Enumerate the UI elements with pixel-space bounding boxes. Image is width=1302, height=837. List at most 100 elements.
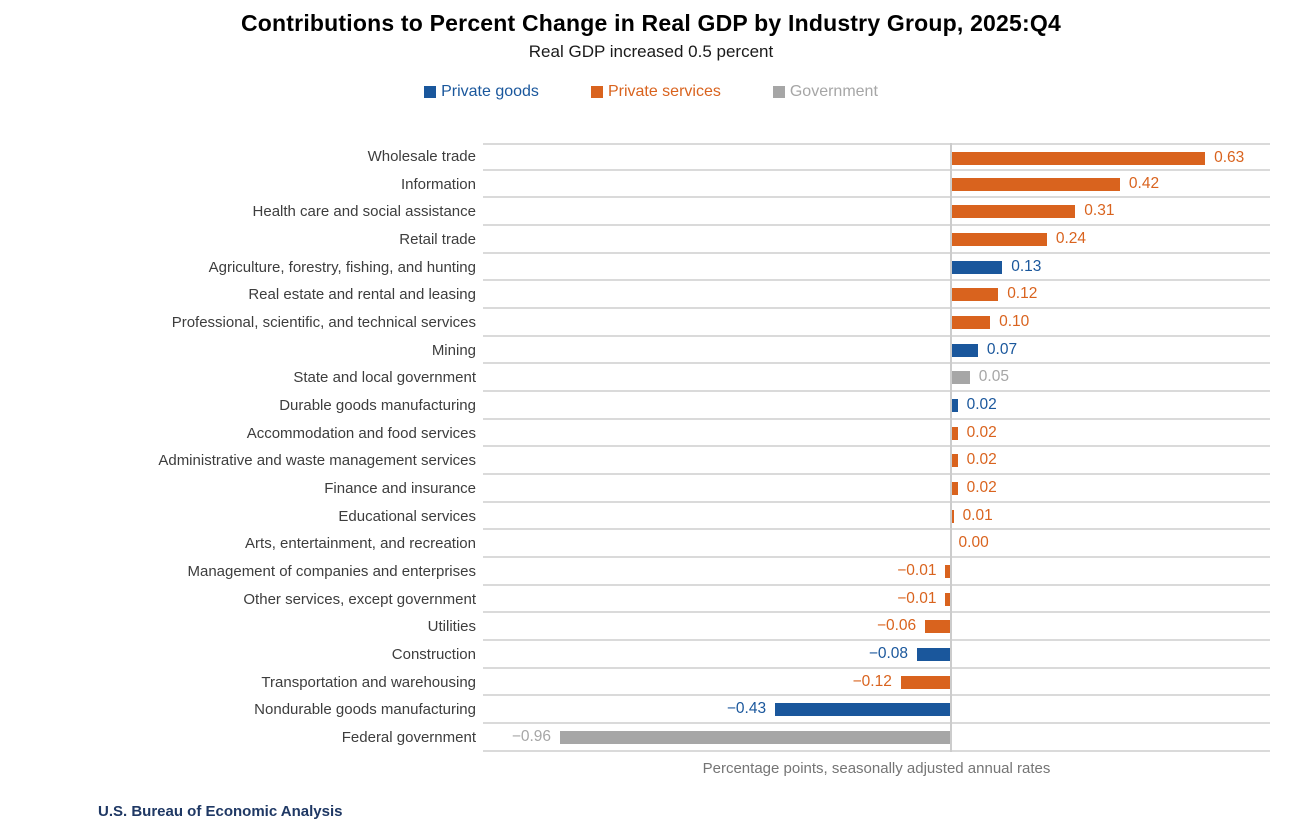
- legend-item-label: Private services: [607, 83, 721, 100]
- table-row: Wholesale trade 0.63: [38, 143, 1270, 171]
- row-plot: −0.43: [483, 696, 1270, 725]
- row-plot: 0.00: [483, 530, 1270, 559]
- table-row: Finance and insurance 0.02: [38, 475, 1270, 503]
- chart-rows: Wholesale trade 0.63 Information 0.42 Health…: [38, 143, 1270, 752]
- bar: [949, 482, 958, 496]
- category-label: Administrative and waste management serv…: [158, 452, 476, 470]
- bar: [949, 371, 970, 385]
- bar: [945, 565, 950, 579]
- bar: [917, 648, 950, 662]
- value-label: 0.63: [1214, 149, 1245, 166]
- row-plot: 0.24: [483, 226, 1270, 254]
- table-row: Agriculture, forestry, fishing, and hunt…: [38, 254, 1270, 282]
- category-label: Arts, entertainment, and recreation: [245, 535, 476, 553]
- category-label: Utilities: [427, 618, 476, 636]
- category-label: Agriculture, forestry, fishing, and hunt…: [208, 258, 476, 276]
- bar: [949, 454, 958, 468]
- bar: [925, 620, 950, 634]
- category-label: Professional, scientific, and technical …: [171, 314, 476, 332]
- value-label: −0.01: [897, 589, 937, 607]
- bar: [560, 731, 950, 745]
- row-plot: 0.42: [483, 171, 1270, 199]
- row-plot: 0.31: [483, 198, 1270, 227]
- value-label: 0.00: [958, 534, 989, 552]
- value-label: 0.12: [1007, 285, 1038, 303]
- table-row: Retail trade 0.24: [38, 226, 1270, 254]
- bar: [949, 205, 1076, 219]
- bar: [949, 177, 1120, 191]
- category-label: Real estate and rental and leasing: [248, 286, 476, 304]
- category-label: Finance and insurance: [324, 480, 476, 498]
- bar: [949, 288, 999, 302]
- table-row: Information 0.42: [38, 171, 1270, 199]
- value-label: −0.06: [876, 617, 917, 635]
- table-row: Health care and social assistance 0.31: [38, 198, 1270, 227]
- row-plot: 0.01: [483, 503, 1270, 531]
- row-plot: 0.05: [483, 364, 1270, 393]
- bar: [949, 260, 1003, 274]
- row-plot: −0.08: [483, 641, 1270, 669]
- source-footer: U.S. Bureau of Economic Analysis: [98, 803, 343, 820]
- zero-axis-line: [949, 143, 952, 752]
- category-label: Nondurable goods manufacturing: [254, 701, 476, 719]
- value-label: −0.08: [868, 645, 909, 663]
- legend-swatch-icon: [772, 86, 785, 98]
- bar: [949, 426, 958, 440]
- page-title: Contributions to Percent Change in Real …: [241, 10, 1061, 36]
- value-label: 0.42: [1128, 174, 1160, 192]
- row-plot: 0.02: [483, 447, 1270, 476]
- row-plot: 0.63: [483, 143, 1270, 171]
- value-label: 0.02: [966, 396, 997, 414]
- value-label: −0.96: [511, 728, 552, 746]
- bar: [775, 703, 950, 717]
- category-label: Educational services: [338, 507, 476, 525]
- legend-item-label: Government: [789, 83, 878, 100]
- row-plot: 0.02: [483, 420, 1270, 448]
- bar: [900, 675, 950, 689]
- bar: [949, 399, 958, 413]
- bar: [949, 509, 954, 523]
- gdp-contributions-bar-chart: Wholesale trade 0.63 Information 0.42 Health…: [38, 143, 1270, 752]
- legend-item-private_goods: Private goods: [424, 83, 539, 101]
- value-label: 0.02: [966, 479, 997, 497]
- value-label: 0.05: [978, 368, 1009, 386]
- category-label: Mining: [431, 341, 476, 359]
- value-label: −0.43: [726, 700, 767, 718]
- category-label: Accommodation and food services: [246, 424, 476, 442]
- category-label: Federal government: [341, 729, 476, 747]
- legend-swatch-icon: [424, 86, 437, 98]
- table-row: Durable goods manufacturing 0.02: [38, 392, 1270, 420]
- bar: [949, 316, 991, 330]
- table-row: Construction −0.08: [38, 641, 1270, 669]
- category-label: Transportation and warehousing: [261, 673, 476, 691]
- table-row: Transportation and warehousing −0.12: [38, 669, 1270, 697]
- category-label: Management of companies and enterprises: [187, 563, 476, 581]
- legend-item-private_services: Private services: [590, 83, 721, 101]
- page-subtitle: Real GDP increased 0.5 percent: [528, 42, 774, 61]
- value-label: −0.01: [897, 562, 937, 580]
- table-row: Utilities −0.06: [38, 613, 1270, 642]
- value-label: 0.13: [1011, 257, 1042, 275]
- value-label: −0.12: [852, 672, 892, 690]
- row-plot: 0.10: [483, 309, 1270, 337]
- row-plot: −0.96: [483, 724, 1270, 752]
- bar: [949, 233, 1047, 247]
- table-row: Accommodation and food services 0.02: [38, 420, 1270, 448]
- row-plot: −0.01: [483, 558, 1270, 586]
- table-row: Educational services 0.01: [38, 503, 1270, 531]
- value-label: 0.24: [1055, 230, 1087, 248]
- value-label: 0.10: [999, 313, 1030, 331]
- value-label: 0.07: [986, 340, 1018, 358]
- value-label: 0.02: [966, 451, 997, 469]
- category-label: Durable goods manufacturing: [279, 397, 476, 415]
- row-plot: 0.02: [483, 392, 1270, 420]
- bar: [949, 343, 978, 357]
- legend-item-label: Private goods: [441, 83, 539, 100]
- bar: [949, 152, 1206, 165]
- category-label: Retail trade: [399, 231, 476, 249]
- table-row: Arts, entertainment, and recreation 0.00: [38, 530, 1270, 559]
- table-row: Other services, except government −0.01: [38, 586, 1270, 614]
- table-row: State and local government 0.05: [38, 364, 1270, 393]
- table-row: Federal government −0.96: [38, 724, 1270, 752]
- category-label: Wholesale trade: [367, 148, 476, 165]
